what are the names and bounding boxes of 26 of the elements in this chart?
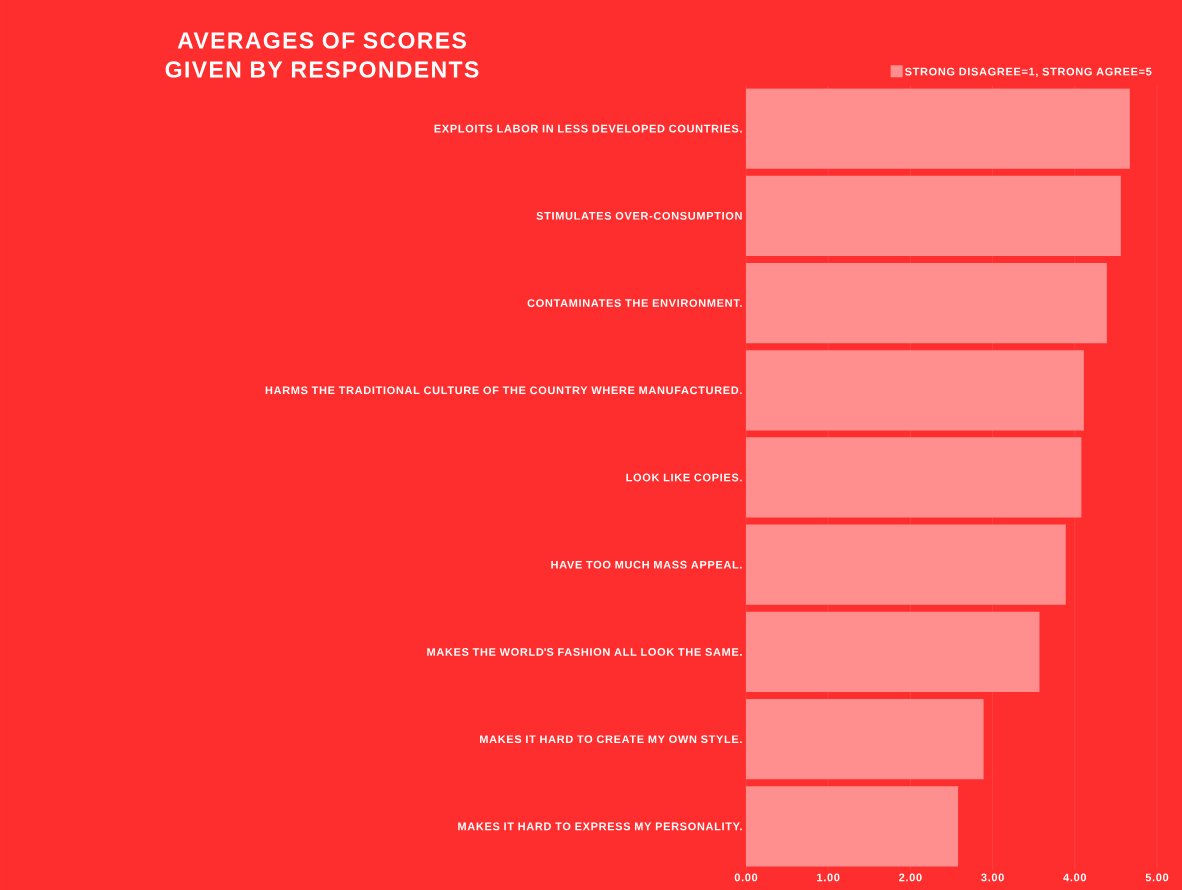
bar (746, 699, 984, 780)
y-tick-label: HARMS THE TRADITIONAL CULTURE OF THE COUNTRY WHERE MANUFACTURED. (265, 386, 742, 395)
bar (746, 611, 1040, 693)
bar (746, 88, 1130, 169)
y-tick-label: EXPLOITS LABOR IN LESS DEVELOPED COUNTRIES. (434, 124, 742, 133)
y-tick-label: CONTAMINATES THE ENVIRONMENT. (527, 299, 742, 307)
y-tick-label: LOOK LIKE COPIES. (626, 473, 742, 482)
x-tick-label: 4.00 (1063, 873, 1087, 882)
bar (746, 437, 1082, 518)
legend-label: STRONG DISAGREE=1, STRONG AGREE=5 (904, 67, 1152, 78)
bar (746, 262, 1107, 344)
x-tick-label: 1.00 (817, 873, 840, 882)
bar (746, 786, 959, 867)
text: AVERAGES OF SCORES GIVEN BY RESPONDENTS (165, 32, 479, 78)
y-tick-label: MAKES IT HARD TO EXPRESS MY PERSONALITY. (458, 822, 742, 831)
bar (746, 524, 1066, 605)
x-tick-label: 3.00 (981, 873, 1004, 882)
bar (746, 175, 1121, 256)
y-tick-label: HAVE TOO MUCH MASS APPEAL. (551, 560, 742, 569)
y-tick-label: MAKES IT HARD TO CREATE MY OWN STYLE. (480, 735, 742, 744)
bar (746, 350, 1084, 431)
y-tick-label: STIMULATES OVER-CONSUMPTION (536, 211, 742, 220)
x-tick-label: 0.00 (734, 873, 758, 882)
x-tick-label: 5.00 (1145, 873, 1169, 882)
y-tick-label: MAKES THE WORLD'S FASHION ALL LOOK THE SAME. (427, 648, 742, 656)
x-tick-label: 2.00 (899, 873, 922, 882)
